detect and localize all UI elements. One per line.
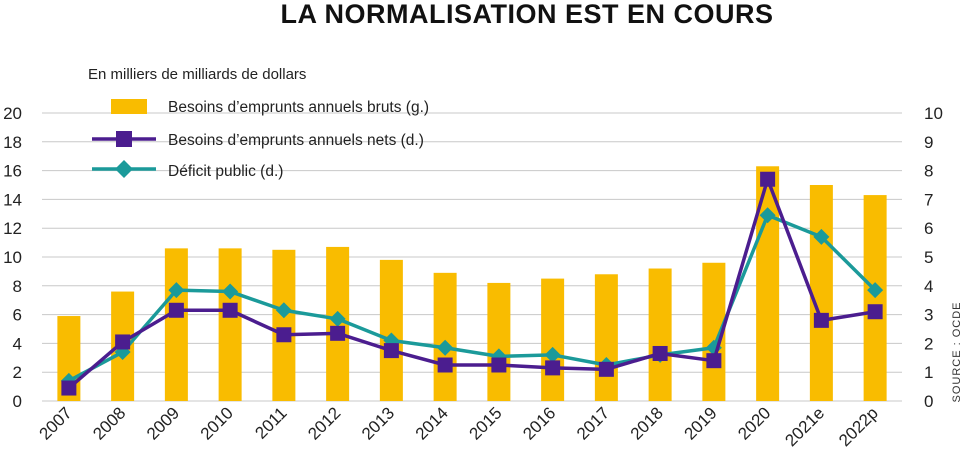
- x-tick-label: 2012: [304, 403, 344, 443]
- bar-gross-2011: [272, 249, 296, 401]
- point-deficit-2011: [275, 302, 292, 319]
- bar-gross-2010: [218, 248, 242, 401]
- y-right-tick-label: 4: [924, 277, 933, 296]
- point-net-2014: [437, 357, 453, 373]
- y-left-tick-label: 2: [13, 363, 22, 382]
- y-left-tick-label: 20: [3, 104, 22, 123]
- y-left-tick-label: 0: [13, 392, 22, 411]
- x-tick-label: 2022p: [835, 403, 882, 450]
- legend-swatch-bar: [111, 99, 147, 114]
- source-note: SOURCE : OCDE: [951, 301, 963, 402]
- bar-gross-2018: [648, 268, 672, 401]
- y-left-tick-label: 10: [3, 248, 22, 267]
- point-deficit-2022p: [867, 282, 884, 299]
- y-axis-right: 0 1 2 3 4 5 6 7 8 9 10: [924, 104, 943, 411]
- line-deficit: [68, 213, 877, 383]
- unit-label: En milliers de milliards de dollars: [88, 66, 306, 83]
- x-tick-label: 2010: [197, 403, 237, 443]
- point-deficit-2012: [329, 310, 346, 327]
- y-left-tick-label: 16: [3, 162, 22, 181]
- point-net-2015: [491, 357, 507, 373]
- y-axis-left: 0 2 4 6 8 10 12 14 16 18 20: [3, 104, 22, 411]
- x-axis: 2007 2008 2009 2010 2011 2012 2013 2014 2015 2016…: [36, 403, 882, 450]
- legend-label-gross: Besoins d’emprunts annuels bruts (g.): [168, 99, 429, 116]
- legend-label-net: Besoins d’emprunts annuels nets (d.): [168, 132, 424, 149]
- point-deficit-2014: [437, 339, 454, 356]
- legend-item-deficit: Déficit public (d.): [92, 160, 283, 180]
- bar-gross-2016: [541, 278, 565, 401]
- y-right-tick-label: 6: [924, 219, 933, 238]
- legend: Besoins d’emprunts annuels bruts (g.) Be…: [92, 99, 429, 180]
- legend-item-gross: Besoins d’emprunts annuels bruts (g.): [111, 99, 429, 116]
- bar-gross-2015: [487, 282, 511, 401]
- point-net-2019: [706, 353, 722, 369]
- x-tick-label: 2018: [627, 403, 667, 443]
- bar-gross-2009: [164, 248, 188, 401]
- point-net-2020: [760, 171, 776, 187]
- legend-item-net: Besoins d’emprunts annuels nets (d.): [92, 131, 424, 149]
- point-deficit-2020: [759, 207, 776, 224]
- point-net-2007: [61, 380, 77, 396]
- x-tick-label: 2007: [36, 403, 76, 443]
- x-tick-label: 2017: [573, 403, 613, 443]
- x-tick-label: 2008: [89, 403, 129, 443]
- y-right-tick-label: 7: [924, 190, 933, 209]
- x-tick-label: 2021e: [781, 403, 828, 450]
- line-net: [67, 177, 876, 390]
- y-left-tick-label: 14: [3, 190, 22, 209]
- point-net-2022p: [867, 304, 883, 320]
- x-tick-label: 2016: [519, 403, 559, 443]
- bar-gross-2013: [379, 259, 403, 401]
- point-net-2018: [652, 345, 668, 361]
- y-left-tick-label: 12: [3, 219, 22, 238]
- point-deficit-2016: [544, 346, 561, 363]
- chart-title: LA NORMALISATION EST EN COURS: [281, 0, 774, 29]
- x-tick-label: 2014: [412, 403, 452, 443]
- y-left-tick-label: 4: [13, 334, 22, 353]
- y-right-tick-label: 8: [924, 162, 933, 181]
- y-right-tick-label: 2: [924, 334, 933, 353]
- y-right-tick-label: 0: [924, 392, 933, 411]
- point-net-2013: [383, 343, 399, 359]
- x-tick-label: 2019: [681, 403, 721, 443]
- point-net-2017: [598, 361, 614, 377]
- point-deficit-2021e: [813, 228, 830, 245]
- x-tick-label: 2013: [358, 403, 398, 443]
- point-deficit-2009: [168, 282, 185, 299]
- bar-gross-2021e: [809, 185, 833, 401]
- legend-swatch-net-marker: [116, 131, 132, 147]
- legend-swatch-deficit-marker: [115, 160, 133, 178]
- point-net-2016: [545, 360, 561, 376]
- series-lines: [60, 171, 884, 396]
- point-net-2021e: [813, 312, 829, 328]
- x-tick-label: 2009: [143, 403, 183, 443]
- point-net-2011: [276, 327, 292, 343]
- x-tick-label: 2011: [251, 403, 290, 442]
- point-net-2010: [222, 302, 238, 318]
- legend-label-deficit: Déficit public (d.): [168, 163, 283, 180]
- y-left-tick-label: 8: [13, 277, 22, 296]
- point-deficit-2010: [222, 283, 239, 300]
- point-net-2008: [115, 334, 131, 350]
- y-left-tick-label: 6: [13, 306, 22, 325]
- y-left-tick-label: 18: [3, 133, 22, 152]
- x-tick-label: 2020: [734, 403, 774, 443]
- y-right-tick-label: 9: [924, 133, 933, 152]
- y-right-tick-label: 10: [924, 104, 943, 123]
- y-right-tick-label: 5: [924, 248, 933, 267]
- point-net-2009: [168, 302, 184, 318]
- point-net-2012: [330, 325, 346, 341]
- y-right-tick-label: 1: [924, 363, 933, 382]
- y-right-tick-label: 3: [924, 306, 933, 325]
- bar-gross-2017: [594, 274, 618, 401]
- bar-gross-2014: [433, 272, 457, 401]
- x-tick-label: 2015: [466, 403, 506, 443]
